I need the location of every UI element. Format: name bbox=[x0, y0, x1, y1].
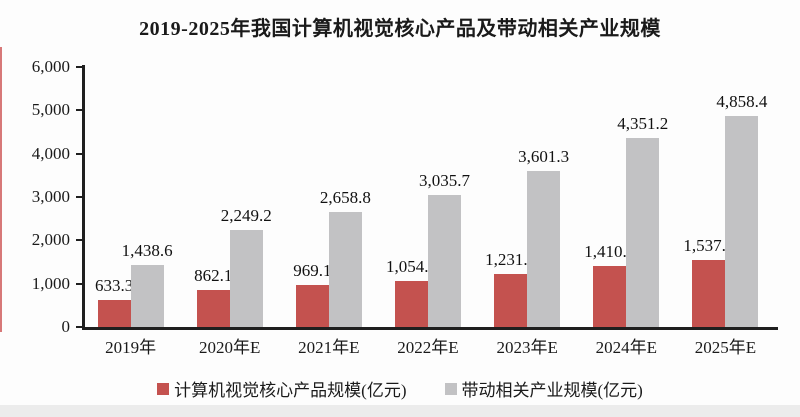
bar-core-products bbox=[395, 281, 428, 327]
y-tick-label: 0 bbox=[61, 317, 71, 336]
x-axis-category-label: 2021年E bbox=[298, 338, 360, 357]
y-tick-label: 3,000 bbox=[31, 187, 70, 206]
x-axis-category-label: 2020年E bbox=[199, 338, 261, 357]
y-tick-label: 4,000 bbox=[31, 143, 70, 163]
bar-value-label: 1,410.2 bbox=[584, 241, 636, 261]
bar-value-label: 2,249.2 bbox=[220, 205, 272, 225]
bar-value-label: 1,438.6 bbox=[121, 240, 173, 260]
bar-value-label: 1,231.8 bbox=[485, 249, 537, 269]
y-tick-mark bbox=[76, 109, 83, 112]
bar-value-label: 4,351.2 bbox=[617, 114, 669, 134]
chart-title: 2019-2025年我国计算机视觉核心产品及带动相关产业规模 bbox=[139, 18, 661, 40]
bar-related-industry bbox=[328, 211, 362, 327]
bar-value-label: 633.3 bbox=[94, 275, 134, 295]
bar-value-label: 4,858.4 bbox=[716, 92, 768, 112]
left-accent-line bbox=[0, 47, 2, 332]
y-tick-label: 6,000 bbox=[31, 57, 70, 76]
bar-value-label: 1,537.1 bbox=[683, 236, 735, 256]
bar-core-products bbox=[494, 273, 528, 327]
y-tick-mark bbox=[76, 196, 83, 198]
bar-related-industry bbox=[428, 195, 461, 327]
legend-label-related-industry: 带动相关产业规模(亿元) bbox=[461, 381, 643, 400]
y-tick-mark bbox=[76, 239, 83, 242]
bar-core-products bbox=[196, 289, 230, 327]
bar-value-label: 862.1 bbox=[194, 265, 233, 285]
x-axis-category-label: 2023年E bbox=[496, 338, 558, 357]
chart-legend: 计算机视觉核心产品规模(亿元) 带动相关产业规模(亿元) bbox=[0, 376, 800, 401]
x-axis-category-label: 2019年 bbox=[105, 338, 157, 357]
bar-core-products bbox=[97, 299, 131, 327]
bar-core-products bbox=[295, 285, 329, 327]
y-tick-mark bbox=[76, 282, 83, 285]
bar-related-industry bbox=[527, 170, 561, 327]
x-axis-category-label: 2022年E bbox=[397, 338, 459, 357]
x-axis-category-label: 2025年E bbox=[694, 338, 757, 357]
bar-value-label: 3,035.7 bbox=[419, 171, 470, 191]
y-tick-label: 1,000 bbox=[31, 273, 70, 293]
bar-value-label: 969.1 bbox=[293, 261, 332, 280]
bar-core-products bbox=[593, 265, 627, 327]
legend-item-related-industry: 带动相关产业规模(亿元) bbox=[444, 376, 643, 401]
x-axis-line bbox=[82, 327, 778, 330]
bar-value-label: 3,601.3 bbox=[518, 146, 570, 166]
y-tick-label: 2,000 bbox=[31, 230, 70, 250]
bar-value-label: 1,054.1 bbox=[386, 257, 437, 277]
bar-related-industry bbox=[229, 229, 263, 327]
y-tick-label: 5,000 bbox=[31, 100, 70, 120]
x-axis-category-label: 2024年E bbox=[595, 338, 657, 357]
legend-item-core-products: 计算机视觉核心产品规模(亿元) bbox=[157, 376, 407, 401]
legend-swatch-related-industry bbox=[444, 382, 457, 395]
bar-value-label: 2,658.8 bbox=[319, 187, 371, 207]
y-tick-mark bbox=[76, 326, 83, 328]
bottom-gray-band bbox=[0, 405, 800, 417]
y-axis-line bbox=[82, 65, 85, 330]
bar-related-industry bbox=[725, 116, 759, 327]
bar-related-industry bbox=[130, 264, 164, 327]
y-tick-mark bbox=[76, 66, 83, 68]
legend-label-core-products: 计算机视觉核心产品规模(亿元) bbox=[174, 381, 407, 400]
y-tick-mark bbox=[76, 152, 83, 155]
legend-swatch-core-products bbox=[157, 382, 170, 395]
bar-core-products bbox=[692, 260, 726, 327]
bar-related-industry bbox=[626, 138, 660, 327]
